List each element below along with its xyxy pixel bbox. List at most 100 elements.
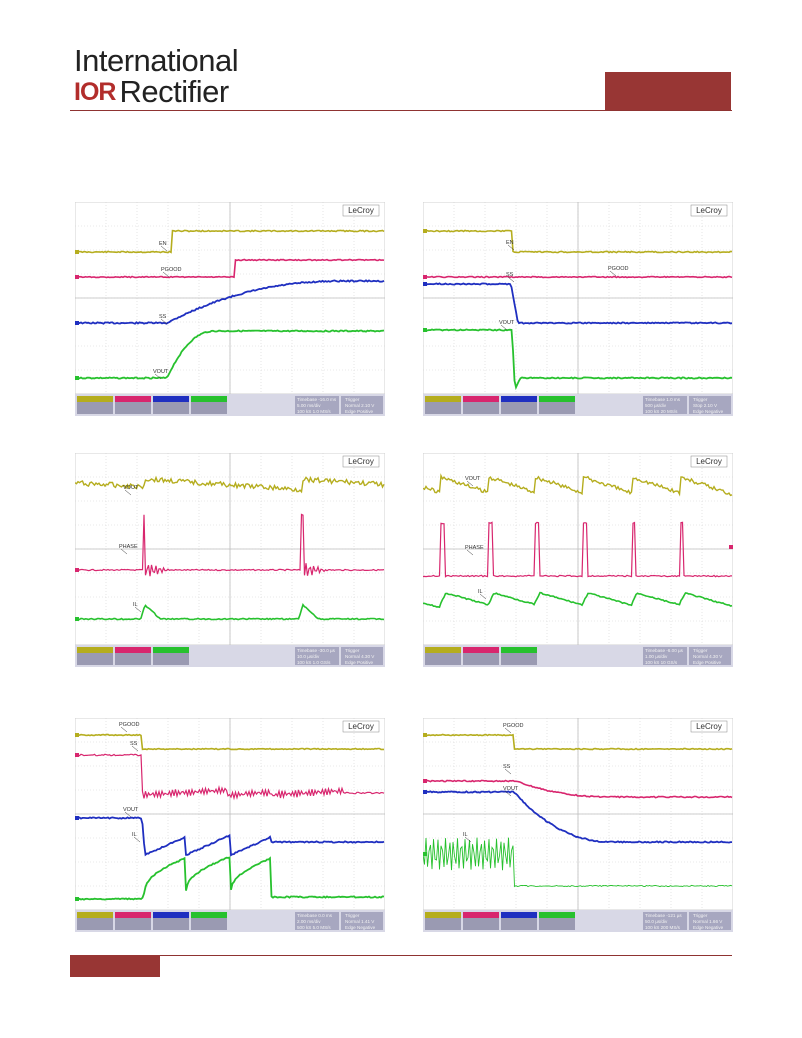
lecroy-brand: LeCroy: [348, 206, 374, 215]
trace-vout: [75, 816, 385, 857]
channel-setting: [425, 918, 461, 930]
label-ss: SS: [503, 764, 511, 770]
scope-5: LeCroy PGOOD SS VOUT IL Timebase 0.0 ms Trigge…: [75, 718, 385, 932]
label-pgood: PGOOD: [161, 267, 182, 273]
trace-en: [75, 229, 385, 254]
label-pgood: PGOOD: [119, 722, 140, 728]
channel-tag: [115, 912, 151, 918]
label-vout: VOUT: [123, 807, 139, 813]
scope-status-text: Edge Positive: [345, 660, 374, 665]
channel-setting: [539, 918, 575, 930]
footer-accent-tab: [70, 955, 160, 977]
channel-tag: [77, 396, 113, 402]
scope-4: LeCroy VOUT PHASE IL Timebase -6.00 µs Trigge…: [423, 453, 733, 667]
scope-status-text: Normal 2.10 V: [345, 403, 375, 408]
scope-status-text: Trigger: [345, 397, 360, 402]
channel-marker: [75, 753, 79, 757]
scope-status-text: 100 kS 20 MS/s: [645, 409, 678, 414]
scope-status-text: Edge Negative: [693, 925, 724, 930]
label-en: EN: [506, 240, 514, 246]
scope-status-text: Edge Negative: [345, 925, 376, 930]
scope-status-text: 100 kS 200 MS/s: [645, 925, 681, 930]
channel-setting: [115, 918, 151, 930]
label-vout: VOUT: [499, 320, 515, 326]
company-name-line2: Rectifier: [119, 74, 229, 109]
channel-setting: [501, 402, 537, 414]
channel-tag: [153, 396, 189, 402]
scope-status-text: Trigger: [345, 648, 360, 653]
scope-status-text: 500 µs/div: [645, 403, 667, 408]
trace-ss: [75, 279, 385, 325]
trace-phase: [423, 521, 733, 578]
scope-status-text: 500 kS 5.0 MS/s: [297, 925, 331, 930]
channel-marker: [423, 790, 427, 794]
scope-1: LeCroy EN PGOOD SS VOUT Timebase -16.0 ms Trig…: [75, 202, 385, 416]
trace-ss: [423, 779, 733, 799]
scope-2: LeCroy EN PGOOD SS VOUT Timebase 1.0 ms Trigge…: [423, 202, 733, 416]
channel-marker: [75, 733, 79, 737]
channel-marker: [75, 816, 79, 820]
channel-tag: [501, 647, 537, 653]
channel-setting: [77, 653, 113, 665]
trace-vout: [75, 475, 385, 494]
trace-en: [423, 229, 733, 254]
channel-tag: [115, 396, 151, 402]
scope-status-text: Timebase 0.0 ms: [297, 913, 333, 918]
channel-tag: [77, 647, 113, 653]
channel-tag: [425, 647, 461, 653]
channel-marker: [75, 376, 79, 380]
label-pgood: PGOOD: [503, 723, 524, 729]
scope-3: LeCroy VOUT PHASE IL Timebase -30.0 µs Trigge…: [75, 453, 385, 667]
company-name-line1: International: [74, 43, 239, 78]
trace-vout: [423, 473, 733, 497]
label-ss: SS: [159, 314, 167, 320]
channel-setting: [463, 918, 499, 930]
trace-il: [423, 591, 733, 609]
channel-setting: [463, 653, 499, 665]
scope-6: LeCroy PGOOD SS VOUT IL Timebase -121 µs Trigg…: [423, 718, 733, 932]
channel-tag: [501, 396, 537, 402]
scope-status-text: Normal 4.30 V: [693, 654, 723, 659]
header-accent-tab: [605, 72, 731, 110]
scope-status-text: 50.0 µs/div: [645, 919, 668, 924]
trace-il: [423, 837, 733, 888]
channel-tag: [77, 912, 113, 918]
trace-pgood: [75, 733, 384, 751]
scope-status-text: Timebase -30.0 µs: [297, 648, 336, 653]
scope-status-text: Timebase 1.0 ms: [645, 397, 681, 402]
channel-tag: [153, 912, 189, 918]
channel-setting: [77, 402, 113, 414]
lecroy-brand: LeCroy: [696, 206, 722, 215]
channel-setting: [115, 653, 151, 665]
label-il: IL: [133, 602, 138, 608]
channel-marker: [423, 733, 427, 737]
trace-pgood: [423, 733, 733, 751]
trace-ss: [75, 753, 385, 801]
scope-status-text: Timebase -121 µs: [645, 913, 682, 918]
trace-il: [75, 602, 385, 621]
label-vout: VOUT: [503, 786, 519, 792]
channel-marker: [729, 545, 733, 549]
channel-setting: [501, 653, 537, 665]
channel-marker: [423, 275, 427, 279]
scope-status-text: 1.00 µs/div: [645, 654, 668, 659]
label-vout: VOUT: [465, 476, 481, 482]
channel-tag: [191, 912, 227, 918]
channel-marker: [75, 568, 79, 572]
ior-logo-mark: IOR: [74, 78, 116, 106]
label-vout: VOUT: [153, 369, 169, 375]
scope-status-text: Stop 2.10 V: [693, 403, 718, 408]
channel-tag: [501, 912, 537, 918]
channel-tag: [539, 396, 575, 402]
label-ss: SS: [506, 272, 514, 278]
channel-tag: [539, 912, 575, 918]
label-ss: SS: [130, 741, 138, 747]
scope-status-text: 10.0 µs/div: [297, 654, 320, 659]
channel-marker: [75, 321, 79, 325]
channel-tag: [463, 647, 499, 653]
scope-status-text: Timebase -16.0 ms: [297, 397, 337, 402]
channel-setting: [153, 402, 189, 414]
channel-tag: [463, 912, 499, 918]
channel-marker: [75, 250, 79, 254]
lecroy-brand: LeCroy: [348, 722, 374, 731]
